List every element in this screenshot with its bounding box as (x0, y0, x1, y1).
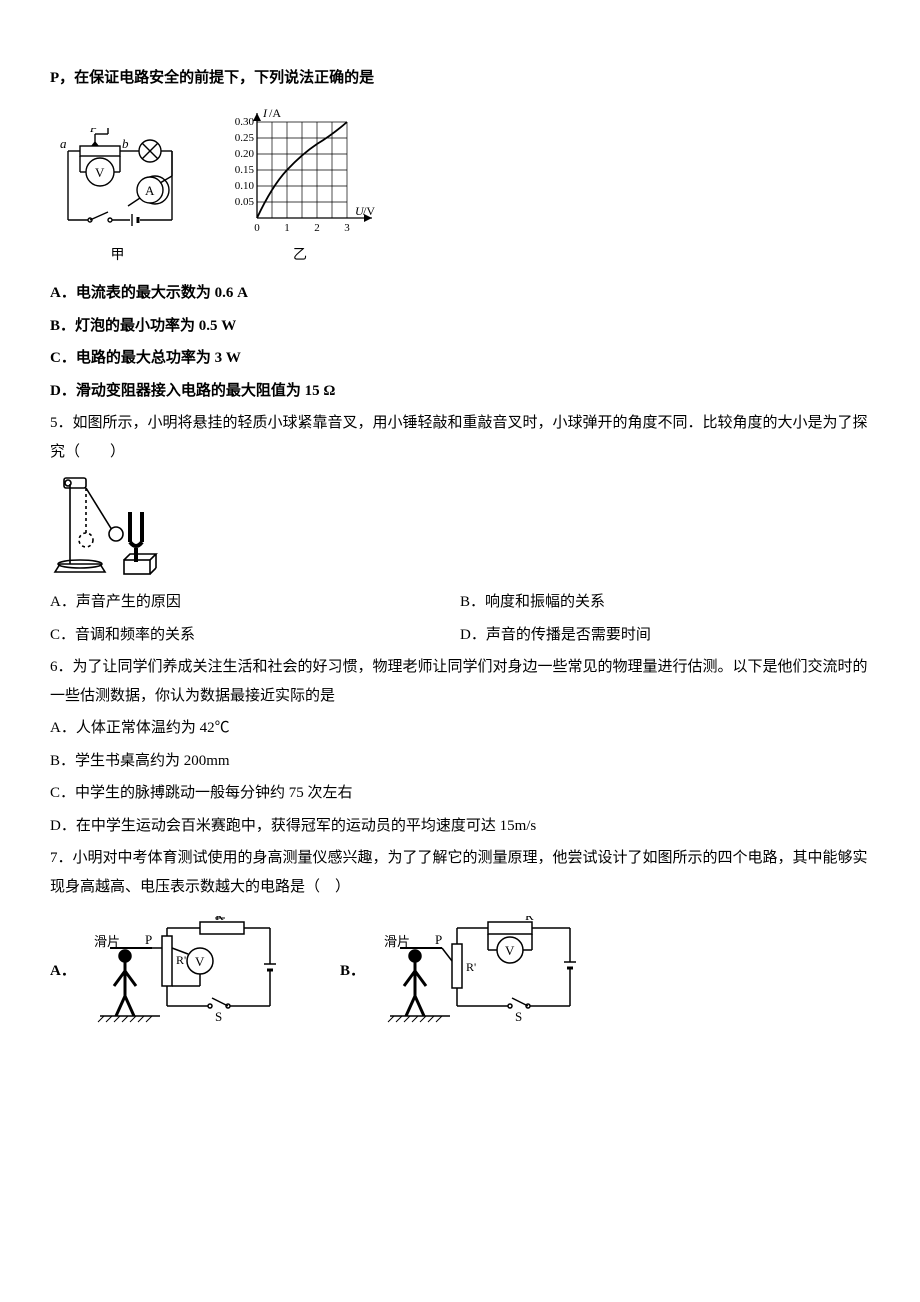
svg-text:0.30: 0.30 (235, 116, 255, 128)
q4-opt-a: A．电流表的最大示数为 0.6 A (50, 279, 870, 308)
q4-chart-block: 0.05 0.10 0.15 0.20 0.25 0.30 0 1 2 3 I … (215, 103, 385, 270)
q4-figures: a P b V A 甲 (50, 103, 870, 270)
svg-text:滑片: 滑片 (94, 934, 120, 949)
svg-text:R': R' (466, 960, 476, 974)
q4-circuit-block: a P b V A 甲 (50, 128, 185, 270)
q4-circuit-svg: a P b V A (50, 128, 185, 243)
lbl-b: b (122, 136, 129, 151)
svg-text:1: 1 (284, 222, 290, 234)
q5-svg (50, 472, 180, 582)
q4-opt-d: D．滑动变阻器接入电路的最大阻值为 15 Ω (50, 377, 870, 406)
q7-stem: 7．小明对中考体育测试使用的身高测量仪感兴趣，为了了解它的测量原理，他尝试设计了… (50, 844, 870, 901)
svg-text:0.20: 0.20 (235, 148, 255, 160)
svg-text:0.05: 0.05 (235, 196, 255, 208)
svg-text:S: S (515, 1009, 522, 1024)
svg-text:3: 3 (344, 222, 350, 234)
q7-figrow: A． (50, 916, 870, 1026)
q6-opt-c: C．中学生的脉搏跳动一般每分钟约 75 次左右 (50, 779, 870, 808)
svg-text:R: R (215, 916, 224, 923)
lbl-V: V (95, 165, 105, 180)
q5-row1: A．声音产生的原因 B．响度和振幅的关系 (50, 588, 870, 617)
q4-chart-svg: 0.05 0.10 0.15 0.20 0.25 0.30 0 1 2 3 I … (215, 103, 385, 243)
q4-chart-caption: 乙 (215, 243, 385, 270)
q6-opt-b: B．学生书桌高约为 200mm (50, 747, 870, 776)
svg-text:I: I (262, 106, 268, 120)
q6-opt-a: A．人体正常体温约为 42℃ (50, 714, 870, 743)
svg-text:P: P (145, 932, 152, 947)
q5-figure (50, 472, 870, 582)
svg-text:滑片: 滑片 (384, 934, 410, 949)
q7-label-b: B． (340, 957, 360, 986)
q6-opt-d: D．在中学生运动会百米赛跑中，获得冠军的运动员的平均速度可达 15m/s (50, 812, 870, 841)
svg-text:0: 0 (254, 222, 260, 234)
svg-text:P: P (435, 932, 442, 947)
q7-circuit-b: 滑片 P R' R V S (380, 916, 590, 1026)
q5-stem: 5．如图所示，小明将悬挂的轻质小球紧靠音叉，用小锤轻敲和重敲音叉时，小球弹开的角… (50, 409, 870, 466)
q4-prelude: P，在保证电路安全的前提下，下列说法正确的是 (50, 64, 870, 93)
q5-row2: C．音调和频率的关系 D．声音的传播是否需要时间 (50, 621, 870, 650)
lbl-A: A (145, 183, 155, 198)
svg-text:V: V (505, 943, 515, 958)
q4-opt-b: B．灯泡的最小功率为 0.5 W (50, 312, 870, 341)
q4-opt-c: C．电路的最大总功率为 3 W (50, 344, 870, 373)
svg-text:S: S (215, 1009, 222, 1024)
q5-opt-c: C．音调和频率的关系 (50, 621, 460, 650)
q5-opt-b: B．响度和振幅的关系 (460, 588, 870, 617)
q5-opt-d: D．声音的传播是否需要时间 (460, 621, 870, 650)
lbl-a: a (60, 136, 67, 151)
svg-text:V: V (195, 954, 205, 969)
svg-text:0.25: 0.25 (235, 132, 255, 144)
svg-text:0.15: 0.15 (235, 164, 255, 176)
svg-text:/V: /V (363, 204, 375, 218)
q7-circuit-a: 滑片 P R' R V S (90, 916, 290, 1026)
svg-text:R: R (525, 916, 534, 923)
svg-text:/A: /A (269, 106, 281, 120)
svg-text:R': R' (176, 953, 186, 967)
q7-label-a: A． (50, 957, 70, 986)
q6-stem: 6．为了让同学们养成关注生活和社会的好习惯，物理老师让同学们对身边一些常见的物理… (50, 653, 870, 710)
svg-text:2: 2 (314, 222, 320, 234)
q4-circuit-caption: 甲 (50, 243, 185, 270)
lbl-P: P (89, 128, 98, 135)
q5-opt-a: A．声音产生的原因 (50, 588, 460, 617)
svg-text:0.10: 0.10 (235, 180, 255, 192)
